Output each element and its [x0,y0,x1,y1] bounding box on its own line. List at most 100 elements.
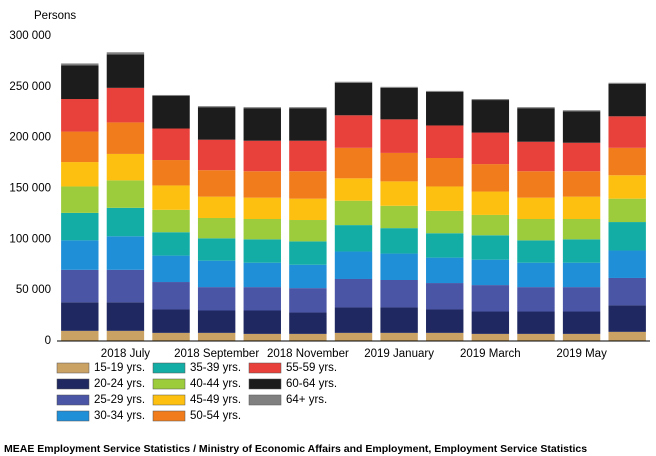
bar-segment [334,81,373,83]
bar-segment [106,180,145,208]
bar-segment [471,191,510,215]
bar-segment [562,111,601,143]
bar-segment [517,107,555,109]
legend-swatch [56,378,90,390]
bar-segment [562,196,601,219]
bar-segment [608,82,646,84]
bar-segment [106,153,145,181]
bar-segment [426,283,464,310]
bar-segment [243,171,281,198]
bar-segment [106,207,145,237]
bar-segment [380,205,418,229]
bar-segment [61,212,99,241]
bar-segment [562,171,601,197]
bar-segment [106,54,145,88]
bar-segment [152,255,190,283]
bar-segment [106,302,145,331]
bar-segment [608,175,646,199]
bar-segment [471,285,510,312]
bar-segment [197,139,236,171]
bar-segment [197,106,236,108]
bar-segment [152,128,190,161]
bar-segment [426,210,464,234]
bar-segment [106,330,145,341]
bar-segment [380,253,418,280]
legend-swatch [152,378,186,390]
bar-segment [152,232,190,256]
bar-segment [243,197,281,219]
bar-segment [106,87,145,123]
bar-segment [197,310,236,333]
bar-segment [517,287,555,312]
bar-segment [106,52,145,55]
bar-segment [289,241,327,265]
bar-segment [562,311,601,334]
bar-segment [334,225,373,252]
legend-swatch [56,410,90,422]
bar-segment [61,240,99,270]
legend-swatch [56,394,90,406]
x-tick-label: 2018 November [267,348,349,360]
bar-segment [608,116,646,148]
bar-segment [380,332,418,341]
bar-segment [471,235,510,260]
bar-segment [471,214,510,236]
bar-segment [517,240,555,263]
legend-label: 64+ yrs. [286,394,327,406]
bar-segment [289,333,327,341]
bar-segment [471,333,510,341]
bar-segment [334,178,373,201]
legend-label: 35-39 yrs. [190,362,241,374]
bar-segment [608,250,646,278]
bar-segment [197,196,236,218]
legend-label: 50-54 yrs. [190,410,241,422]
bar-segment [380,228,418,254]
legend-swatch [248,394,282,406]
bar-segment [380,86,418,88]
legend-label: 30-34 yrs. [94,410,145,422]
bar-segment [61,63,99,66]
bar-segment [562,142,601,172]
x-tick-label: 2018 September [174,348,259,360]
bar-segment [562,262,601,288]
bar-segment [334,115,373,148]
bar-segment [426,90,464,92]
legend-swatch [152,410,186,422]
bar-segment [426,332,464,341]
bar-segment [334,332,373,341]
bar-segment [426,257,464,284]
bar-segment [197,107,236,140]
legend-swatch [248,378,282,390]
x-tick-label: 2019 January [364,348,434,360]
bar-segment [517,219,555,241]
bar-segment [426,309,464,333]
bar-segment [61,269,99,303]
bar-segment [152,282,190,310]
bar-segment [289,108,327,141]
y-tick-label: 300 000 [9,30,51,42]
bar-segment [608,331,646,341]
bar-segment [380,280,418,308]
bar-segment [243,140,281,172]
bar-segment [562,219,601,240]
bar-segment [289,220,327,242]
y-tick-label: 150 000 [9,183,51,195]
bar-segment [197,287,236,311]
y-tick-label: 200 000 [9,132,51,144]
bar-segment [289,171,327,199]
bar-segment [197,217,236,239]
bar-segment [243,287,281,311]
bar-segment [106,236,145,270]
bar-segment [380,152,418,182]
bar-segment [471,100,510,133]
legend-swatch [56,362,90,374]
bar-segment [152,160,190,186]
bar-segment [517,311,555,334]
y-tick-label: 0 [45,335,51,347]
bar-segment [471,99,510,101]
bar-segment [289,288,327,313]
bar-segment [61,65,99,100]
legend-label: 55-59 yrs. [286,362,337,374]
bar-segment [334,307,373,333]
bar-segment [152,332,190,341]
